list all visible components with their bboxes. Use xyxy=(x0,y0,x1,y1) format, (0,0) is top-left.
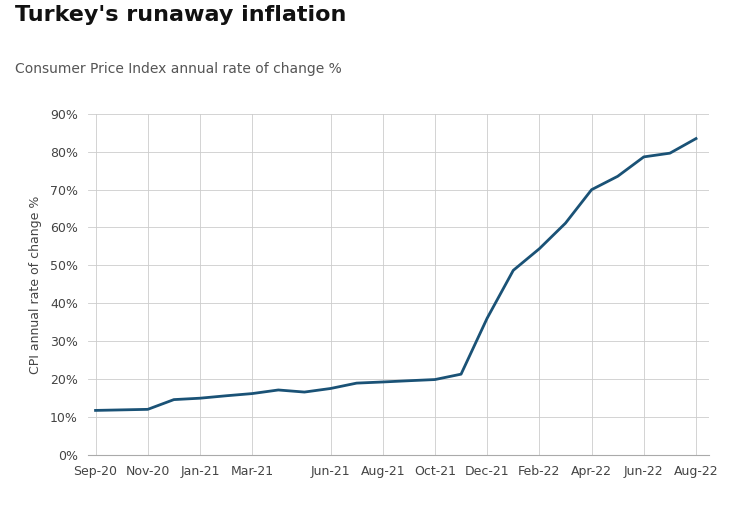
Text: Turkey's runaway inflation: Turkey's runaway inflation xyxy=(15,5,346,25)
Text: Consumer Price Index annual rate of change %: Consumer Price Index annual rate of chan… xyxy=(15,62,341,76)
Y-axis label: CPI annual rate of change %: CPI annual rate of change % xyxy=(29,195,42,374)
